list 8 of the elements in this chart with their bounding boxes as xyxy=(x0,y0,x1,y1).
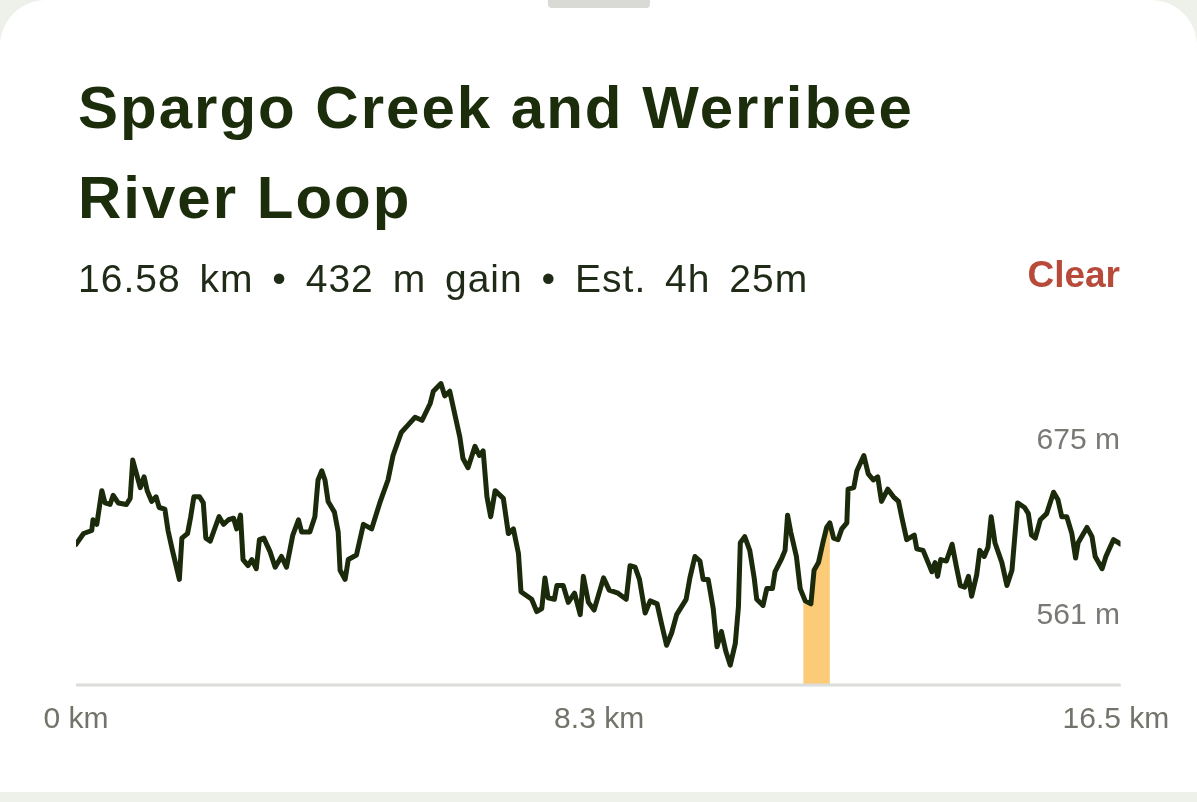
chart-subtitle: 16.58 km • 432 m gain • Est. 4h 25m xyxy=(78,257,809,300)
chart-title: Spargo Creek and Werribee River Loop xyxy=(78,74,914,231)
x-tick-label: 0 km xyxy=(43,701,109,735)
y-tick-label: 675 m xyxy=(1036,422,1120,456)
x-tick-label: 16.5 km xyxy=(1062,701,1170,735)
y-tick-label: 561 m xyxy=(1036,596,1120,630)
text: Clear xyxy=(1027,254,1120,295)
x-tick-label: 8.3 km xyxy=(554,701,645,735)
